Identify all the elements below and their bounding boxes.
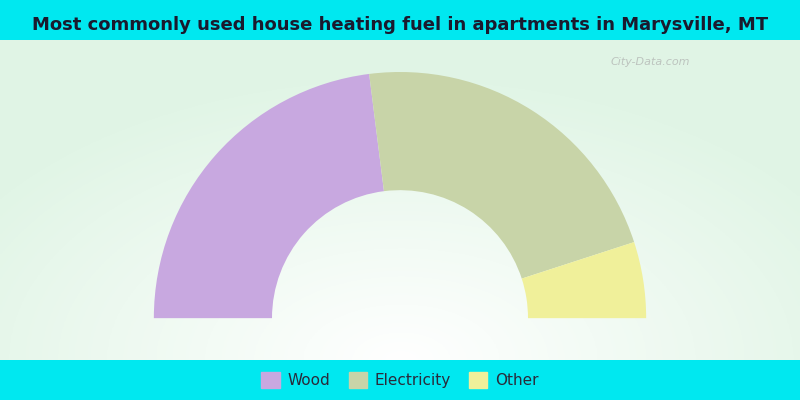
Text: City-Data.com: City-Data.com	[611, 57, 690, 67]
Text: Most commonly used house heating fuel in apartments in Marysville, MT: Most commonly used house heating fuel in…	[32, 16, 768, 34]
Wedge shape	[154, 74, 384, 318]
Wedge shape	[369, 72, 634, 278]
Legend: Wood, Electricity, Other: Wood, Electricity, Other	[255, 366, 545, 394]
Wedge shape	[522, 242, 646, 318]
